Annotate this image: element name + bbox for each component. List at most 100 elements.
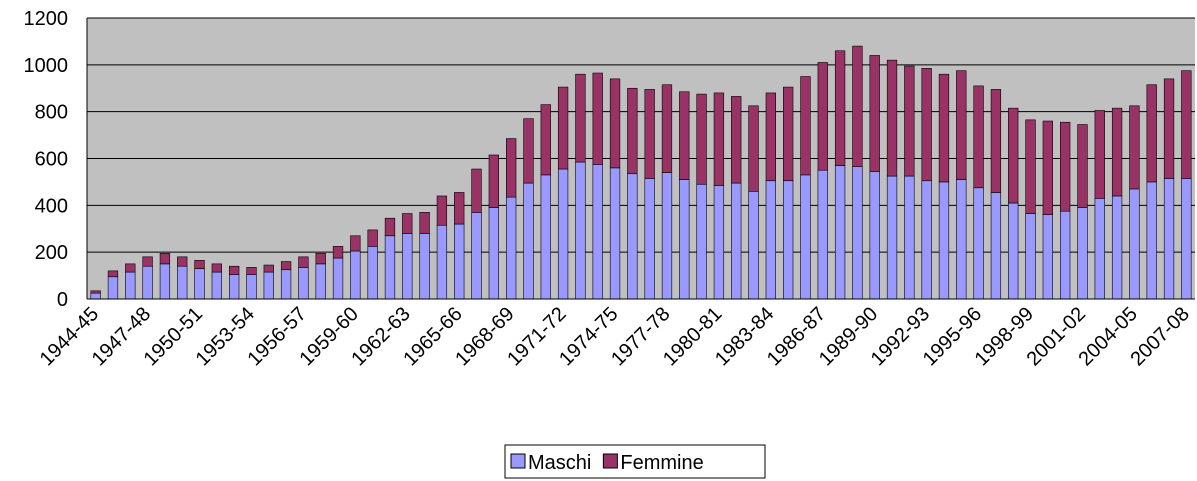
bar [748, 190, 759, 300]
bar [194, 260, 205, 269]
bar [679, 179, 690, 300]
bar [419, 233, 430, 300]
bar [384, 235, 396, 300]
bar [817, 62, 828, 171]
y-tick-label: 1000 [24, 55, 69, 77]
bar [402, 233, 413, 300]
bar [142, 265, 153, 300]
bar [159, 253, 171, 265]
bar [540, 104, 551, 176]
bar [1077, 124, 1088, 208]
bar [263, 271, 274, 300]
bar [852, 166, 863, 300]
bar [1042, 214, 1053, 300]
bar [350, 235, 361, 252]
bar [159, 263, 171, 300]
bar [886, 59, 898, 177]
bar [575, 73, 586, 163]
bar [575, 161, 586, 300]
bar [661, 84, 673, 173]
bar [869, 171, 880, 300]
bar [298, 267, 309, 300]
bar [177, 256, 188, 267]
bar [644, 89, 655, 179]
bar [627, 173, 638, 300]
bar [817, 169, 828, 300]
bar [973, 85, 984, 189]
bar [748, 105, 759, 192]
bar [592, 72, 603, 165]
bar [696, 93, 707, 185]
bar [211, 271, 222, 300]
bar [1008, 202, 1019, 300]
bar [800, 76, 811, 176]
bar [471, 212, 482, 300]
bar [125, 263, 136, 273]
bar [194, 268, 205, 300]
y-tick-label: 0 [57, 289, 68, 311]
bar [1163, 78, 1175, 179]
bar [973, 187, 984, 300]
legend-label: Femmine [620, 452, 703, 474]
bar [332, 257, 344, 300]
bar [419, 212, 430, 234]
bar [696, 183, 707, 300]
y-tick-label: 800 [35, 102, 68, 124]
bar [90, 292, 101, 300]
x-tick-label: 2007-08 [1126, 303, 1193, 370]
bar [315, 253, 326, 265]
bar [834, 165, 846, 300]
bar [783, 86, 794, 182]
bar [350, 250, 361, 300]
bar [1094, 198, 1105, 300]
y-tick-label: 600 [35, 149, 68, 171]
bar [1025, 213, 1036, 300]
bar [904, 65, 915, 177]
bar [263, 264, 274, 273]
bar [557, 168, 569, 300]
bar [506, 196, 517, 300]
bar [540, 174, 551, 300]
bar [1129, 105, 1140, 190]
y-tick-label: 400 [35, 195, 68, 217]
bar [713, 92, 725, 186]
legend-swatch [510, 453, 526, 469]
bar [731, 96, 742, 184]
bar [298, 256, 309, 268]
bar [523, 118, 534, 184]
bar [367, 229, 378, 247]
bar [107, 270, 119, 278]
bar [246, 267, 257, 275]
bar [557, 86, 569, 170]
bar [1146, 84, 1157, 183]
bar [731, 182, 742, 300]
bar [713, 185, 725, 300]
bar [1042, 120, 1053, 215]
bar [454, 192, 465, 225]
bar [1146, 181, 1157, 300]
bar [1129, 188, 1140, 300]
bar [246, 274, 257, 300]
bar [488, 207, 499, 300]
bar [1077, 207, 1088, 300]
bar [834, 50, 846, 166]
bar [869, 55, 880, 172]
y-tick-label: 200 [35, 242, 68, 264]
bar [990, 192, 1002, 300]
bar [921, 68, 932, 182]
bar [592, 164, 603, 300]
bar [904, 175, 915, 300]
bar [800, 174, 811, 300]
bar [921, 180, 932, 300]
bar [454, 223, 465, 300]
bar [1111, 107, 1123, 197]
bar [1163, 178, 1175, 300]
bar [765, 180, 776, 300]
bar [679, 91, 690, 180]
bar [852, 45, 863, 167]
bar [661, 172, 673, 300]
bar [367, 246, 378, 300]
bar [1060, 121, 1071, 212]
bar [609, 78, 621, 169]
